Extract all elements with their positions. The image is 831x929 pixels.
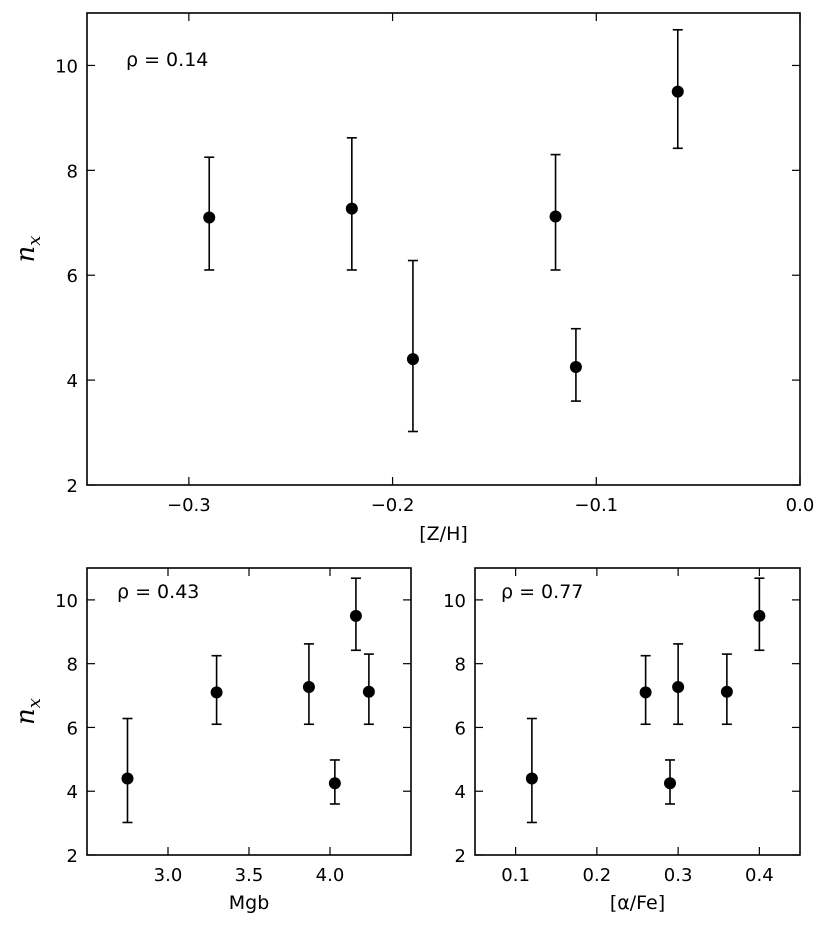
panel-bottom-left: 3.0 3.5 4.0 2 4 6 8 10 Mgb nx ρ = 0.43 — [11, 567, 412, 914]
data-point-group — [639, 654, 652, 726]
y-axis-label: nx — [11, 698, 45, 725]
x-tick-label: 0.0 — [786, 495, 815, 516]
y-tick-label: 4 — [67, 371, 78, 392]
x-tick-label: 3.5 — [235, 865, 264, 886]
y-tick-label: 6 — [455, 718, 466, 739]
y-tick-label: 2 — [67, 846, 78, 867]
correlation-annotation: ρ = 0.77 — [501, 581, 583, 603]
y-tick-label: 4 — [455, 782, 466, 803]
x-tick-label: −0.1 — [574, 495, 618, 516]
data-point — [362, 685, 375, 698]
data-point-group — [720, 653, 733, 726]
x-axis-label: [α/Fe] — [610, 892, 665, 914]
y-axis-label-base: n — [11, 246, 41, 263]
y-tick-label: 2 — [67, 476, 78, 497]
y-tick-label: 10 — [55, 56, 78, 77]
data-point-group — [302, 643, 315, 726]
y-tick-label: 6 — [67, 718, 78, 739]
y-axis-label: nx — [11, 236, 45, 263]
x-tick-label: −0.3 — [167, 495, 211, 516]
y-tick-label: 10 — [55, 591, 78, 612]
y-tick-label: 10 — [443, 591, 466, 612]
axes-frame — [86, 12, 801, 486]
data-point — [328, 777, 341, 790]
data-point-group — [121, 717, 134, 824]
data-point — [302, 680, 315, 693]
data-point-group — [362, 653, 375, 726]
data-point — [720, 685, 733, 698]
axes-frame — [474, 567, 801, 856]
data-point — [525, 772, 538, 785]
x-tick-label: 0.2 — [583, 865, 612, 886]
correlation-annotation: ρ = 0.43 — [117, 581, 199, 603]
x-tick-label: 0.3 — [664, 865, 693, 886]
data-point — [406, 353, 419, 366]
y-axis-label-base: n — [11, 708, 41, 725]
data-point — [549, 210, 562, 223]
correlation-annotation: ρ = 0.14 — [126, 49, 208, 71]
data-point — [753, 609, 766, 622]
x-tick-label: 4.0 — [316, 865, 345, 886]
data-point-group — [210, 654, 223, 726]
data-point — [639, 686, 652, 699]
x-tick-label: −0.2 — [371, 495, 415, 516]
x-tick-label: 3.0 — [154, 865, 183, 886]
data-point-group — [406, 259, 419, 433]
x-tick-label: 0.1 — [501, 865, 530, 886]
data-point-group — [672, 643, 685, 726]
data-point — [349, 609, 362, 622]
data-point-group — [671, 28, 684, 150]
y-tick-label: 2 — [455, 846, 466, 867]
data-point — [671, 85, 684, 98]
data-point-group — [549, 153, 562, 271]
data-point — [210, 686, 223, 699]
data-point — [121, 772, 134, 785]
data-point-group — [753, 577, 766, 652]
y-tick-label: 4 — [67, 782, 78, 803]
data-point — [345, 202, 358, 215]
x-axis-label: Mgb — [229, 892, 270, 914]
data-point-group — [345, 137, 358, 271]
panel-top: −0.3 −0.2 −0.1 0.0 2 4 6 8 10 [Z/H] nx ρ = 0.14 — [11, 12, 815, 545]
panel-bottom-right: 0.1 0.2 0.3 0.4 2 4 6 8 10 [α/Fe] ρ = 0.77 — [443, 567, 801, 914]
data-point-group — [664, 759, 676, 805]
data-point-group — [203, 156, 216, 271]
y-tick-label: 8 — [67, 161, 78, 182]
data-point — [664, 777, 676, 790]
y-axis-label-sub: x — [24, 236, 45, 246]
data-point — [569, 361, 582, 373]
x-tick-label: 0.4 — [745, 865, 774, 886]
axes-frame — [86, 567, 412, 856]
data-point-group — [525, 717, 538, 824]
data-point — [203, 211, 216, 224]
data-point-group — [569, 327, 582, 402]
y-tick-label: 8 — [455, 655, 466, 676]
y-tick-label: 6 — [67, 266, 78, 287]
data-point-group — [349, 577, 362, 652]
y-axis-label-sub: x — [24, 698, 45, 708]
y-tick-label: 8 — [67, 655, 78, 676]
x-axis-label: [Z/H] — [419, 523, 468, 545]
data-point — [672, 680, 685, 693]
data-point-group — [328, 759, 341, 805]
